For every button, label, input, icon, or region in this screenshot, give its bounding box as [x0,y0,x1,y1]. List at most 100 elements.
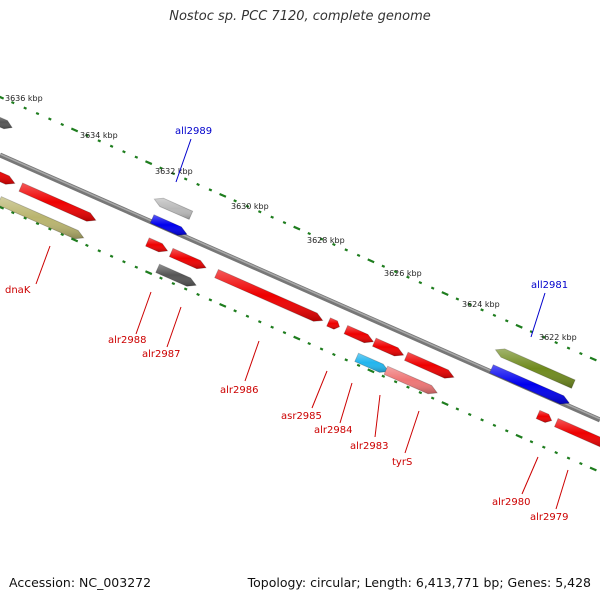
gene-feature-blue-1[interactable] [149,214,188,236]
minor-tick [85,133,89,137]
minor-tick [344,248,349,252]
gene-shading [326,317,340,330]
minor-tick [245,314,250,318]
gene-shading [169,248,206,269]
minor-tick [579,351,583,356]
tick-label: 3630 kbp [231,202,269,211]
gene-feature-asr2985[interactable] [326,317,340,330]
minor-tick [381,264,386,268]
gene-feature-all2981[interactable] [494,348,576,389]
gene-label-alr2979[interactable]: alr2979 [530,512,568,523]
major-tick [219,192,227,198]
gene-labels-layer: all2989 dnaK alr2988 alr2987 alr2986 asr2985 a… [5,126,569,523]
gene-feature-red-2[interactable] [18,182,97,222]
gene-label-alr2980[interactable]: alr2980 [492,497,530,508]
tick-label: 3632 kbp [155,167,193,176]
minor-tick [430,286,435,290]
gene-feature-alr2983[interactable] [371,337,405,357]
gene-feature-edge-gray[interactable] [0,115,13,130]
minor-tick [60,122,65,127]
minor-tick [455,407,460,411]
minor-tick [406,275,410,279]
minor-tick [467,302,472,307]
gene-shading [384,366,438,394]
major-tick [367,368,375,374]
gene-shading [154,198,193,220]
gene-label-tyrS[interactable]: tyrS [392,457,412,468]
gene-label-alr2987[interactable]: alr2987 [142,349,180,360]
minor-tick [97,249,102,253]
gene-label-all2981[interactable]: all2981 [531,280,568,291]
minor-tick [418,281,423,285]
gene-label-dnaK[interactable]: dnaK [5,285,31,296]
gene-label-all2989[interactable]: all2989 [175,126,212,137]
minor-tick [307,341,312,346]
minor-tick [35,111,40,116]
major-tick [0,95,5,100]
minor-tick [233,199,237,203]
tick-label: 3622 kbp [539,333,577,342]
gene-feature-alr2980[interactable] [535,409,553,423]
minor-tick [504,319,509,323]
gene-feature-alr2987[interactable] [155,263,197,287]
topology-summary-text: Topology: circular; Length: 6,413,771 bp… [247,575,591,590]
gene-label-leader [35,245,51,285]
minor-tick [85,243,89,247]
minor-tick [171,281,176,286]
gene-shading [404,352,454,379]
minor-tick [492,423,497,427]
gene-label-asr2985[interactable]: asr2985 [281,411,322,422]
gene-shading [372,338,404,356]
gene-label-leader [339,382,353,424]
minor-tick [159,276,163,280]
gene-label-alr2986[interactable]: alr2986 [220,385,258,396]
gene-feature-alr2984[interactable] [343,324,375,344]
accession-text: Accession: NC_003272 [9,575,152,590]
gene-label-alr2988[interactable]: alr2988 [108,335,146,346]
gene-feature-blue-2[interactable] [489,364,571,405]
gene-feature-dnaK[interactable] [0,196,85,240]
major-tick [367,258,375,264]
gene-feature-cyan[interactable] [354,352,390,373]
minor-tick [97,139,102,143]
gene-feature-alr2988[interactable] [145,237,169,253]
gene-shading [145,237,168,252]
gene-feature-red-1[interactable] [0,153,16,185]
gene-feature-all2989[interactable] [153,197,194,220]
tick-label: 3636 kbp [5,94,43,103]
gene-feature-alr2979[interactable] [553,417,600,448]
gene-label-leader [404,410,420,454]
major-tick [515,323,523,329]
minor-tick [554,341,558,345]
minor-tick [566,456,571,460]
gene-label-alr2984[interactable]: alr2984 [314,425,352,436]
tick-dots-layer [0,95,597,472]
major-tick [0,205,5,210]
minor-tick [566,346,571,350]
major-tick [145,270,153,276]
minor-tick [467,412,472,417]
gene-shading [354,353,389,373]
gene-feature-red-3[interactable] [168,247,207,270]
minor-tick [393,270,398,274]
major-tick [70,127,79,133]
gene-shading [495,348,576,389]
minor-tick [60,232,65,237]
minor-tick [257,320,262,324]
minor-tick [109,144,114,148]
minor-tick [10,101,15,105]
gene-feature-red-4[interactable] [403,351,455,379]
gene-label-alr2983[interactable]: alr2983 [350,441,388,452]
minor-tick [171,171,176,176]
gene-features-layer [0,115,600,448]
gene-shading [489,364,570,404]
gene-feature-tyrS[interactable] [383,365,438,395]
minor-tick [183,287,188,291]
minor-tick [579,461,583,466]
minor-tick [504,429,509,433]
gene-feature-alr2986[interactable] [214,268,324,322]
minor-tick [332,242,336,247]
gene-shading [344,325,374,343]
